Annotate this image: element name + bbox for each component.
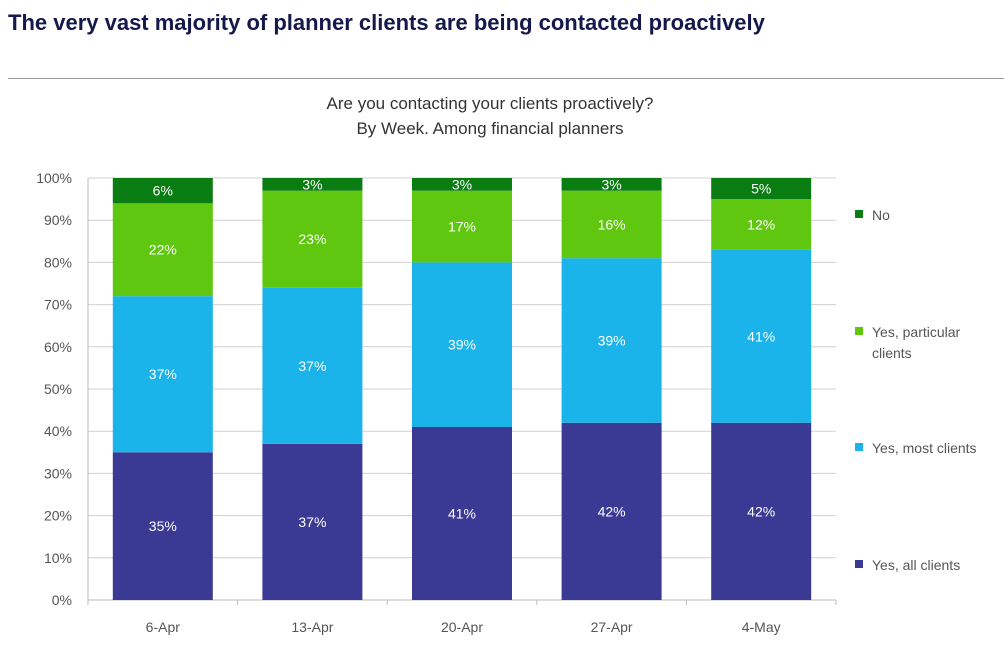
- y-tick-label: 50%: [44, 381, 72, 397]
- y-tick-label: 10%: [44, 550, 72, 566]
- bar-segment: [112, 203, 213, 297]
- data-label: 37%: [298, 358, 326, 374]
- legend-label: clients: [872, 345, 912, 361]
- y-tick-label: 0%: [52, 592, 72, 608]
- data-label: 22%: [149, 242, 177, 258]
- bar-segment: [112, 452, 213, 600]
- bar-segment: [711, 249, 812, 423]
- title-divider: [8, 78, 1004, 79]
- legend-marker: [855, 443, 863, 451]
- x-tick-label: 27-Apr: [591, 619, 633, 635]
- bar-segment: [561, 178, 662, 191]
- y-tick-label: 100%: [36, 170, 72, 186]
- bar-segment: [711, 422, 812, 600]
- bar-segment: [561, 258, 662, 423]
- data-label: 39%: [448, 337, 476, 353]
- legend-marker: [855, 210, 863, 218]
- y-tick-label: 20%: [44, 508, 72, 524]
- data-label: 39%: [598, 332, 626, 348]
- data-label: 41%: [448, 505, 476, 521]
- legend-marker: [855, 327, 863, 335]
- y-tick-label: 80%: [44, 254, 72, 270]
- legend-label: No: [872, 207, 890, 223]
- data-label: 37%: [298, 514, 326, 530]
- bar-segment: [262, 190, 363, 288]
- bar-segment: [262, 178, 363, 191]
- data-label: 3%: [601, 176, 621, 192]
- y-tick-label: 30%: [44, 465, 72, 481]
- bar-segment: [412, 190, 512, 263]
- y-tick-label: 90%: [44, 212, 72, 228]
- data-label: 6%: [153, 183, 173, 199]
- x-tick-label: 20-Apr: [441, 619, 483, 635]
- bar-segment: [412, 178, 512, 191]
- y-tick-label: 60%: [44, 339, 72, 355]
- bar-segment: [561, 422, 662, 600]
- bar-segment: [262, 287, 363, 444]
- bar-segment: [412, 262, 512, 427]
- y-tick-label: 70%: [44, 297, 72, 313]
- data-label: 42%: [598, 503, 626, 519]
- bar-segment: [412, 426, 512, 600]
- bar-segment: [262, 443, 363, 600]
- bar-segment: [561, 190, 662, 259]
- data-label: 3%: [302, 176, 322, 192]
- y-tick-label: 40%: [44, 423, 72, 439]
- data-label: 5%: [751, 181, 771, 197]
- bar-segment: [711, 199, 812, 250]
- data-label: 37%: [149, 366, 177, 382]
- data-label: 42%: [747, 503, 775, 519]
- x-tick-label: 4-May: [742, 619, 781, 635]
- bar-segment: [112, 178, 213, 204]
- data-label: 17%: [448, 219, 476, 235]
- legend-label: Yes, particular: [872, 324, 961, 340]
- chart-subtitle: By Week. Among financial planners: [356, 119, 623, 138]
- bar-segment: [711, 178, 812, 200]
- data-label: 35%: [149, 518, 177, 534]
- x-tick-label: 13-Apr: [291, 619, 333, 635]
- data-label: 12%: [747, 216, 775, 232]
- legend-label: Yes, most clients: [872, 440, 977, 456]
- data-label: 16%: [598, 216, 626, 232]
- legend-marker: [855, 560, 863, 568]
- data-label: 3%: [452, 176, 472, 192]
- page-title: The very vast majority of planner client…: [8, 10, 765, 35]
- legend-label: Yes, all clients: [872, 557, 960, 573]
- data-label: 23%: [298, 231, 326, 247]
- data-label: 41%: [747, 328, 775, 344]
- chart-title: Are you contacting your clients proactiv…: [327, 94, 654, 113]
- x-tick-label: 6-Apr: [146, 619, 181, 635]
- bar-segment: [112, 296, 213, 453]
